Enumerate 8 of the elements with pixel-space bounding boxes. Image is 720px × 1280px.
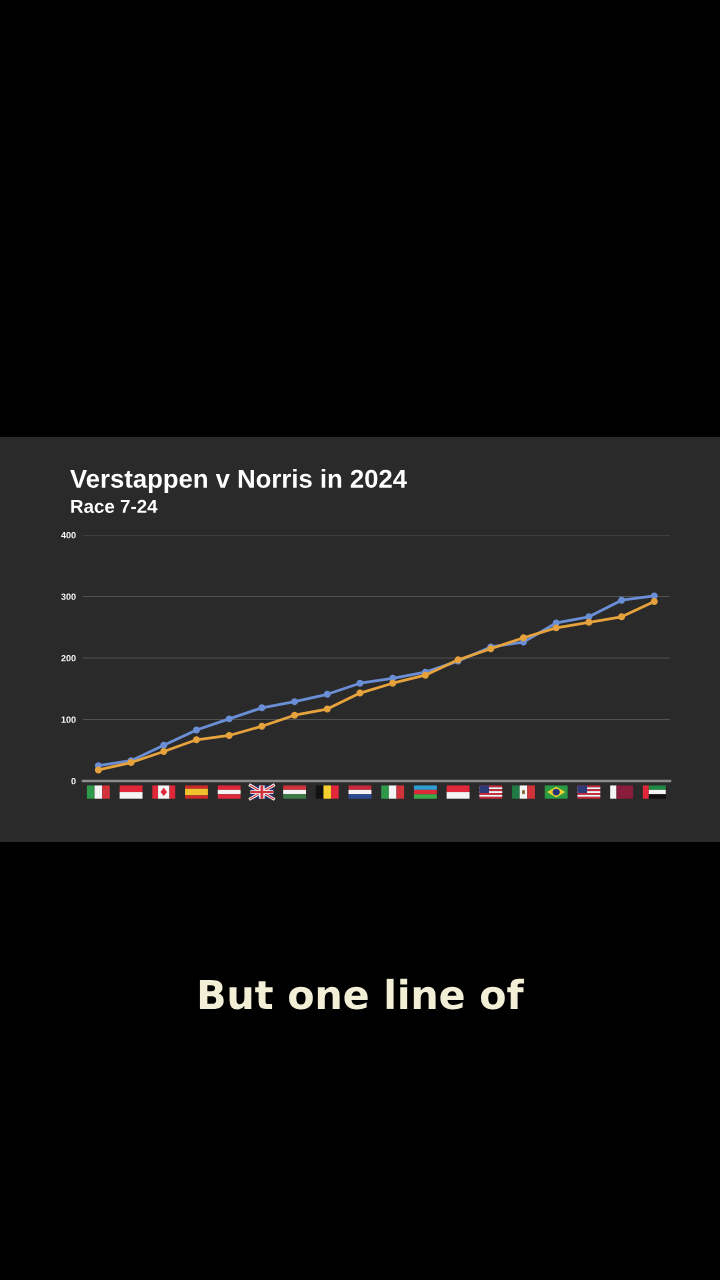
y-tick-label: 300 [61,593,76,600]
y-tick-label: 100 [61,716,76,723]
y-tick-label: 0 [71,777,76,785]
text: But one line of [199,978,525,1010]
y-tick-label: 400 [61,531,76,539]
y-tick-label: 200 [61,654,76,662]
chart-title: Verstappen v Norris in 2024 [70,469,407,493]
chart-subtitle: Race 7-24 [71,499,158,514]
